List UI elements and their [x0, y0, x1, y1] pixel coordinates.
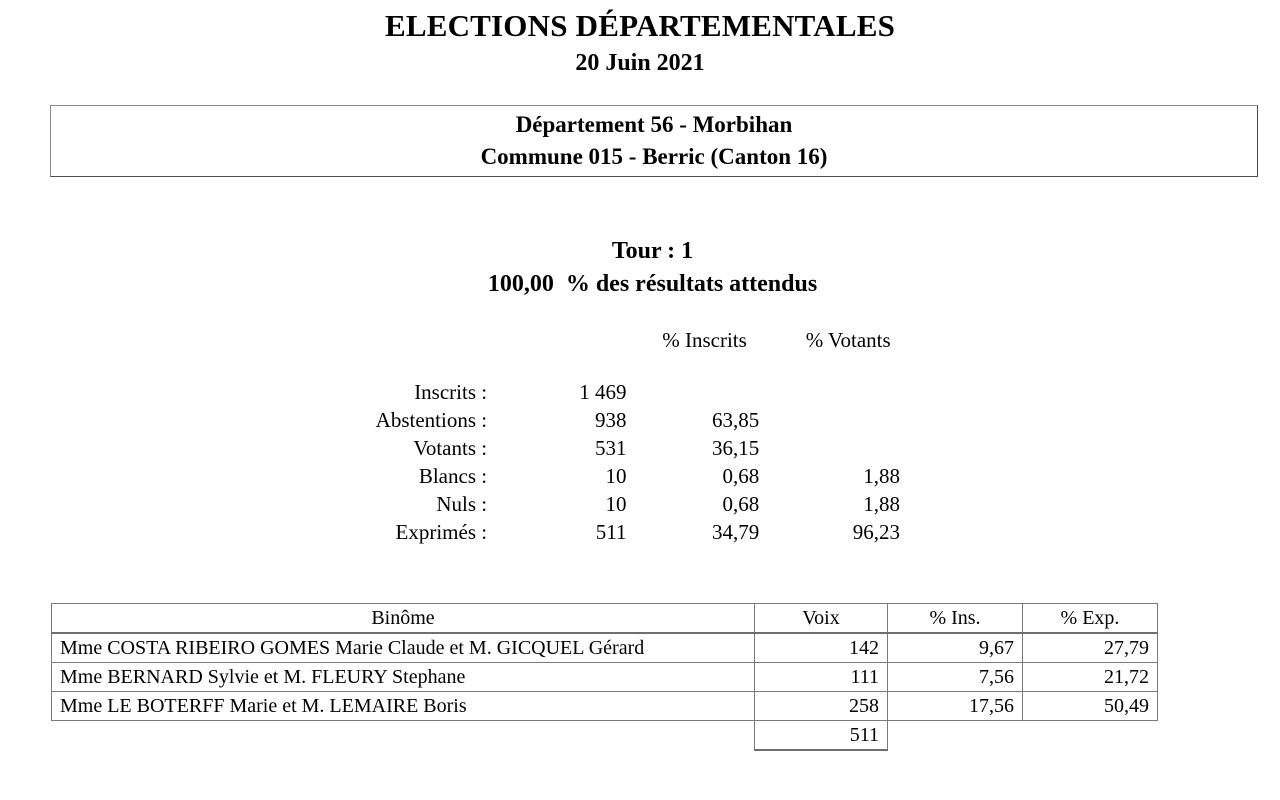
- statistics-row-abstentions: Abstentions : 938 63,85: [330, 406, 910, 434]
- statistics-label: Blancs :: [418, 464, 488, 488]
- results-total-row: 511: [51, 720, 1158, 751]
- statistics-pct-votants: 96,23: [852, 520, 900, 544]
- statistics-pct-inscrits: 36,15: [712, 436, 760, 460]
- statistics-pct-inscrits: 34,79: [712, 520, 760, 544]
- total-voix: 511: [754, 720, 888, 751]
- candidate-voix: 258: [754, 691, 888, 721]
- results-expected-label: 100,00 % des résultats attendus: [487, 271, 818, 297]
- statistics-pct-votants: [777, 406, 910, 434]
- results-header-pct-ins: % Ins.: [887, 603, 1023, 634]
- statistics-row-exprimes: Exprimés : 511 34,79 96,23: [330, 518, 910, 546]
- statistics-row-blancs: Blancs : 10 0,68 1,88: [330, 462, 910, 490]
- candidate-pct-exp: 21,72: [1022, 662, 1158, 692]
- commune-label: Commune 015 - Berric (Canton 16): [480, 144, 828, 169]
- statistics-header-count: [488, 326, 638, 354]
- statistics-block: % Inscrits % Votants Inscrits : 1 469 Ab…: [330, 326, 910, 546]
- statistics-row-votants: Votants : 531 36,15: [330, 434, 910, 462]
- statistics-header-pct-inscrits: % Inscrits: [662, 328, 747, 352]
- statistics-count: 10: [605, 492, 627, 516]
- statistics-pct-inscrits: [637, 378, 778, 406]
- location-box: Département 56 - Morbihan Commune 015 - …: [50, 105, 1258, 177]
- candidate-binome: Mme LE BOTERFF Marie et M. LEMAIRE Boris: [51, 691, 755, 721]
- candidate-binome: Mme BERNARD Sylvie et M. FLEURY Stephane: [51, 662, 755, 692]
- total-empty-binome: [51, 720, 755, 750]
- statistics-pct-votants: 1,88: [863, 492, 900, 516]
- statistics-count: 531: [595, 436, 627, 460]
- results-header-row: Binôme Voix % Ins. % Exp.: [51, 603, 1158, 634]
- candidate-pct-ins: 9,67: [887, 632, 1023, 663]
- statistics-row-nuls: Nuls : 10 0,68 1,88: [330, 490, 910, 518]
- departement-label: Département 56 - Morbihan: [515, 112, 793, 137]
- election-date: 20 Juin 2021: [575, 50, 705, 76]
- statistics-header-label: [330, 326, 488, 354]
- statistics-spacer: [330, 354, 910, 378]
- candidate-binome: Mme COSTA RIBEIRO GOMES Marie Claude et …: [51, 632, 755, 663]
- candidate-pct-ins: 17,56: [887, 691, 1023, 721]
- statistics-label: Abstentions :: [375, 408, 488, 432]
- statistics-label: Nuls :: [436, 492, 488, 516]
- statistics-count: 511: [595, 520, 627, 544]
- statistics-header-row: % Inscrits % Votants: [330, 326, 910, 354]
- statistics-label: Votants :: [413, 436, 488, 460]
- statistics-count: 10: [605, 464, 627, 488]
- statistics-label: Exprimés :: [395, 520, 488, 544]
- statistics-count: 938: [595, 408, 627, 432]
- tour-label: Tour : 1: [611, 238, 694, 264]
- results-table: Binôme Voix % Ins. % Exp. Mme COSTA RIBE…: [51, 603, 1158, 751]
- candidate-voix: 111: [754, 662, 888, 692]
- table-row: Mme BERNARD Sylvie et M. FLEURY Stephane…: [51, 662, 1158, 692]
- results-header-pct-exp: % Exp.: [1022, 603, 1158, 634]
- statistics-row-inscrits: Inscrits : 1 469: [330, 378, 910, 406]
- candidate-pct-exp: 50,49: [1022, 691, 1158, 721]
- statistics-pct-inscrits: 0,68: [722, 492, 760, 516]
- page-title: ELECTIONS DÉPARTEMENTALES: [384, 8, 896, 43]
- statistics-pct-votants: [777, 434, 910, 462]
- results-header-voix: Voix: [754, 603, 888, 634]
- statistics-count: 1 469: [579, 380, 627, 404]
- total-empty-pct-ins: [887, 720, 1023, 750]
- candidate-pct-ins: 7,56: [887, 662, 1023, 692]
- statistics-label: Inscrits :: [414, 380, 488, 404]
- total-empty-pct-exp: [1022, 720, 1158, 750]
- candidate-pct-exp: 27,79: [1022, 632, 1158, 663]
- statistics-pct-votants: 1,88: [863, 464, 900, 488]
- statistics-header-pct-votants: % Votants: [805, 328, 891, 352]
- results-header-binome: Binôme: [51, 603, 755, 634]
- candidate-voix: 142: [754, 632, 888, 663]
- statistics-pct-inscrits: 63,85: [712, 408, 760, 432]
- table-row: Mme LE BOTERFF Marie et M. LEMAIRE Boris…: [51, 691, 1158, 721]
- table-row: Mme COSTA RIBEIRO GOMES Marie Claude et …: [51, 632, 1158, 663]
- statistics-pct-inscrits: 0,68: [722, 464, 760, 488]
- statistics-pct-votants: [777, 378, 910, 406]
